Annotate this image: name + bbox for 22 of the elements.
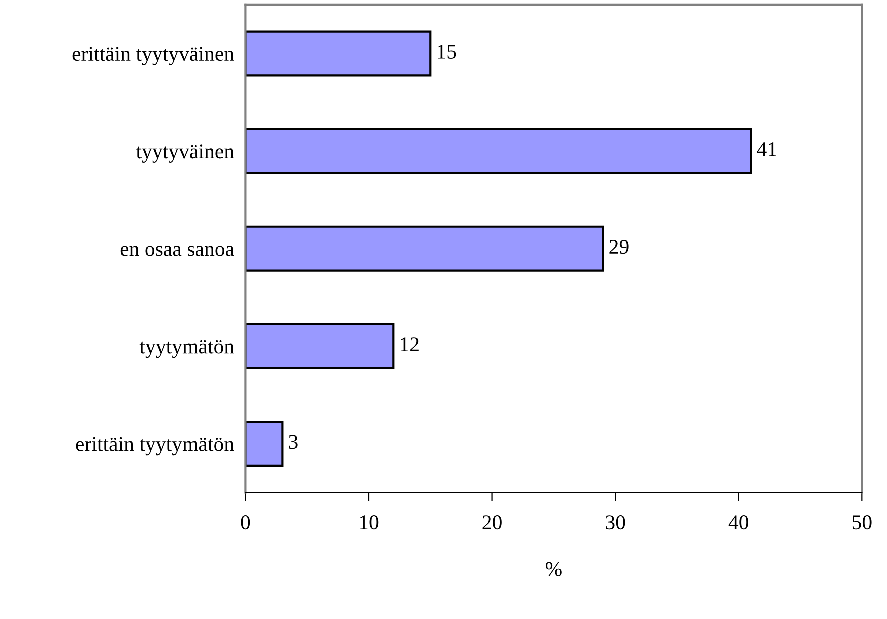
x-tick-label: 30 (606, 516, 626, 530)
x-tick-label: 10 (360, 516, 379, 530)
bar (246, 30, 432, 77)
x-tick-label: 40 (728, 516, 748, 530)
x-tick-label: 20 (482, 516, 502, 530)
y-tick-label: tyytyväinen (136, 144, 234, 163)
bar (246, 420, 284, 467)
y-tick-label: tyytymätön (140, 340, 234, 358)
data-label: 41 (757, 142, 776, 156)
x-tick-label: 0 (241, 516, 250, 530)
data-label: 12 (401, 338, 419, 352)
data-label: 15 (438, 44, 456, 59)
y-tick-label: erittäin tyytymätön (76, 437, 234, 456)
y-tick-label: en osaa sanoa (120, 246, 234, 256)
y-tick-label: erittäin tyytyväinen (72, 47, 234, 66)
bar (246, 128, 752, 174)
bar (246, 323, 395, 370)
data-label: 29 (610, 240, 629, 254)
data-label: 3 (289, 435, 298, 450)
x-tick-label: 50 (852, 516, 872, 530)
bar (246, 226, 604, 272)
x-axis-title: % (546, 562, 562, 576)
